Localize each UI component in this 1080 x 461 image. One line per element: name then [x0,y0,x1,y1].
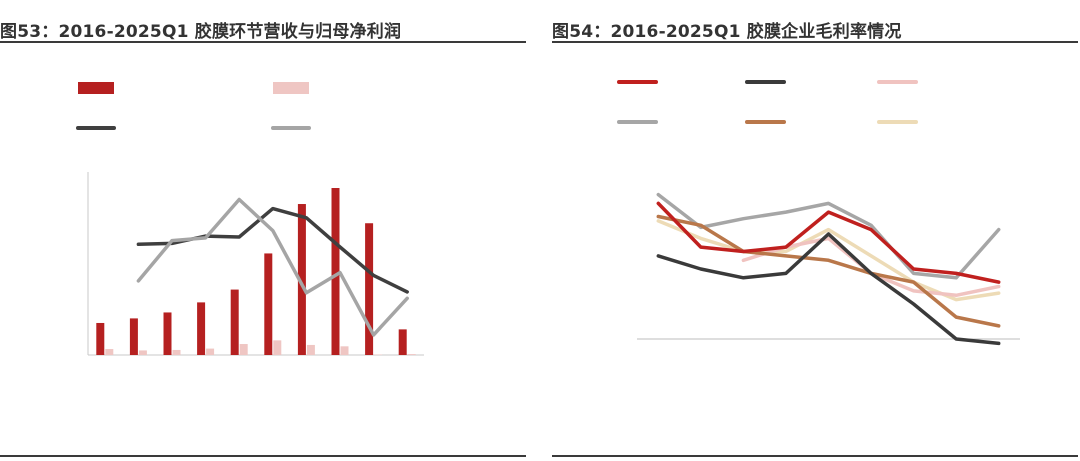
net-profit-yoy-line [136,197,409,337]
series-line-1 [656,232,1001,346]
revenue-bar [365,223,374,355]
revenue-bar [264,253,273,355]
net-profit-bar [340,346,349,355]
series-line-3 [656,192,1001,280]
left-bottom-rule [0,455,526,457]
revenue-profit-panel: 图53：2016-2025Q1 胶膜环节营收与归母净利润 [0,0,528,461]
net-profit-bar [138,350,147,355]
revenue-bar [197,302,206,355]
legend-swatch-net-profit [273,82,309,94]
net-profit-bar [239,344,248,355]
gross-margin-chart [617,80,1020,346]
revenue-bar [297,204,306,355]
gross-margin-panel: 图54：2016-2025Q1 胶膜企业毛利率情况 [552,0,1080,461]
revenue-profit-chart [76,82,424,356]
net-profit-bar [273,340,282,355]
revenue-bar [331,188,340,355]
right-bottom-rule [552,455,1078,457]
net-profit-bar [105,349,114,355]
left-chart-title: 图53：2016-2025Q1 胶膜环节营收与归母净利润 [0,22,402,42]
legend-swatch-revenue [78,82,114,94]
net-profit-bar [206,348,215,355]
left-title-rule [0,41,526,43]
revenue-bar [129,318,138,355]
series-line-4 [656,214,1001,328]
revenue-bar [163,312,172,355]
revenue-bar [398,329,407,355]
revenue-bar [230,289,239,355]
net-profit-bar [172,349,181,355]
revenue-bar [96,322,105,355]
right-chart-title: 图54：2016-2025Q1 胶膜企业毛利率情况 [552,22,902,42]
net-profit-bar [306,344,315,355]
net-profit-bar [407,354,416,355]
right-title-rule [552,41,1078,43]
series-line-0 [656,201,1001,284]
